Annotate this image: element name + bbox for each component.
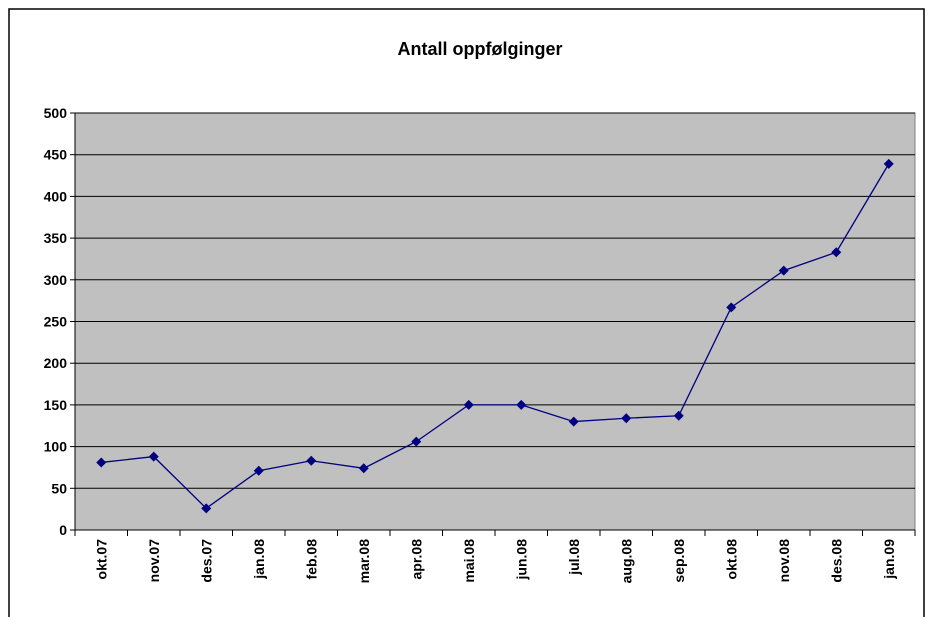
x-tick-label: nov.07: [146, 539, 162, 583]
line: [101, 163, 890, 510]
y-tick-label: 100: [44, 439, 68, 455]
chart-frame: [8, 8, 925, 617]
x-tick-label: jan.09: [881, 539, 897, 580]
y-tick-label: 200: [44, 355, 68, 371]
y-tick-label: 450: [44, 147, 68, 163]
y-tick-label: 500: [44, 105, 68, 121]
marker: [306, 455, 317, 466]
marker: [253, 465, 264, 476]
x-tick-label: jun.08: [513, 539, 529, 581]
x-tick-label: sep.08: [671, 539, 687, 583]
marker: [726, 302, 737, 313]
x-tick-label: jan.08: [251, 539, 267, 580]
marker: [621, 413, 632, 424]
y-tick-label: 250: [44, 314, 68, 330]
x-tick-label: des.07: [198, 539, 214, 583]
y-tick-label: 50: [51, 480, 67, 496]
x-tick-label: okt.08: [723, 539, 739, 580]
marker: [96, 457, 107, 468]
marker: [201, 503, 212, 514]
y-tick-label: 350: [44, 230, 68, 246]
x-tick-label: feb.08: [303, 539, 319, 580]
x-tick-label: mar.08: [356, 539, 372, 584]
chart-title: Antall oppfølginger: [398, 39, 563, 59]
marker: [568, 416, 579, 427]
x-tick-label: apr.08: [408, 539, 424, 580]
y-tick-label: 150: [44, 397, 68, 413]
x-tick-label: mai.08: [461, 539, 477, 583]
y-tick-label: 300: [44, 272, 68, 288]
marker: [673, 410, 684, 421]
x-tick-label: des.08: [828, 539, 844, 583]
x-tick-label: jul.08: [566, 539, 582, 576]
y-tick-label: 0: [59, 522, 67, 538]
x-tick-label: nov.08: [776, 539, 792, 583]
marker: [411, 436, 422, 447]
marker: [778, 265, 789, 276]
marker: [463, 399, 474, 410]
marker: [516, 399, 527, 410]
marker: [148, 451, 159, 462]
marker: [831, 247, 842, 258]
marker: [883, 158, 894, 169]
x-tick-label: okt.07: [93, 539, 109, 580]
x-tick-label: aug.08: [618, 539, 634, 584]
y-tick-label: 400: [44, 188, 68, 204]
marker: [358, 463, 369, 474]
